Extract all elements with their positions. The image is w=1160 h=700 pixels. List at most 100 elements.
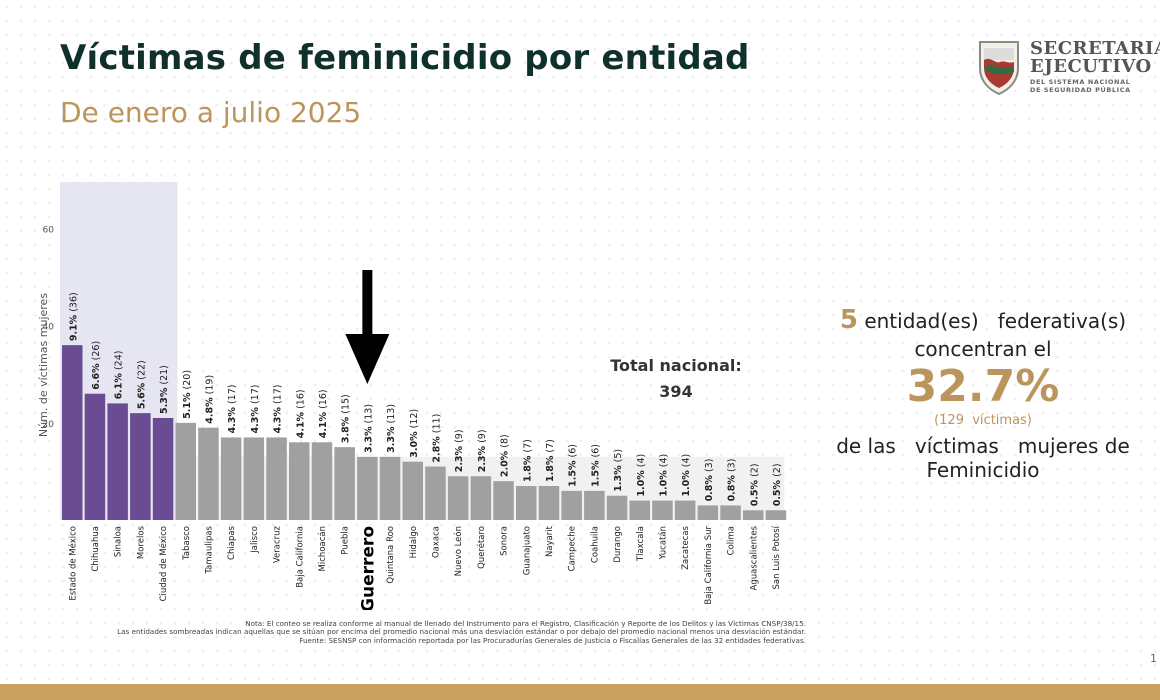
- data-label: 1.8% (7): [545, 439, 556, 482]
- y-tick-label: 40: [43, 323, 55, 333]
- x-tick-label: Guerrero: [358, 526, 378, 610]
- bar: [652, 500, 673, 520]
- bar: [629, 500, 650, 520]
- data-label: 0.8% (3): [704, 459, 715, 502]
- x-tick-label: Sonora: [500, 526, 510, 556]
- y-tick-label: 60: [43, 226, 55, 236]
- data-label: 2.3% (9): [477, 429, 488, 472]
- x-tick-label: Nuevo León: [453, 526, 464, 576]
- data-label: 4.8% (19): [204, 375, 215, 424]
- bar: [289, 442, 310, 520]
- data-label: 3.8% (15): [341, 394, 352, 443]
- summary-line2: concentran el: [914, 337, 1052, 361]
- data-label: 1.5% (6): [590, 444, 601, 487]
- bar: [425, 466, 446, 520]
- bar: [175, 422, 196, 520]
- total-value: 394: [659, 382, 693, 401]
- logo-text-line3: DEL SISTEMA NACIONAL: [1030, 78, 1131, 86]
- bar: [674, 500, 696, 520]
- footnotes: Nota: El conteo se realiza conforme al m…: [40, 619, 806, 645]
- x-tick-label: Michoacán: [318, 526, 328, 571]
- x-tick-label: Guanajuato: [522, 526, 532, 575]
- x-tick-label: Ciudad de México: [158, 526, 169, 601]
- arrow-shaft: [362, 270, 373, 336]
- data-label: 4.3% (17): [273, 385, 284, 434]
- bar: [62, 345, 83, 520]
- bar: [220, 437, 242, 520]
- x-tick-label: Zacatecas: [681, 525, 691, 569]
- bar: [720, 505, 741, 520]
- data-label: 5.6% (22): [136, 360, 147, 409]
- bar: [743, 510, 764, 520]
- data-label: 3.3% (13): [386, 404, 397, 453]
- data-label: 0.5% (2): [749, 463, 760, 506]
- data-label: 3.3% (13): [363, 404, 374, 453]
- data-label: 3.0% (12): [409, 409, 420, 458]
- bar: [606, 495, 628, 520]
- dotted-background: [0, 0, 1160, 684]
- data-label: 6.1% (24): [114, 351, 125, 400]
- bar: [379, 456, 401, 520]
- feminicide-bar-chart: 20 40 60 Núm. de víctimas mujeres 9.1% (36) E…: [37, 182, 787, 610]
- x-tick-label: San Luis Potosí: [772, 525, 782, 589]
- data-label: 0.8% (3): [727, 459, 738, 502]
- x-tick-label: Campeche: [568, 526, 578, 571]
- page-number: 1: [1150, 652, 1157, 665]
- data-label: 5.1% (20): [182, 370, 193, 419]
- data-label: 1.5% (6): [568, 444, 579, 487]
- x-tick-label: Tlaxcala: [636, 526, 646, 562]
- footnote-1: Nota: El conteo se realiza conforme al m…: [245, 619, 806, 628]
- bar: [357, 456, 378, 520]
- x-tick-label: Chihuahua: [91, 526, 101, 572]
- data-label: 2.8% (11): [431, 414, 442, 463]
- bar: [107, 403, 128, 520]
- x-tick-label: Morelos: [136, 525, 146, 559]
- x-tick-label: Querétaro: [476, 526, 487, 569]
- summary-victims: (129 víctimas): [934, 413, 1032, 428]
- x-tick-label: Durango: [613, 526, 623, 563]
- page-subtitle: De enero a julio 2025: [60, 96, 362, 129]
- x-tick-label: Quintana Roo: [386, 526, 396, 584]
- shield-emblem-icon: [979, 41, 1019, 96]
- x-tick-label: Veracruz: [273, 525, 283, 563]
- summary-entities-text: entidad(es) federativa(s): [864, 309, 1127, 333]
- data-label: 1.0% (4): [681, 454, 692, 497]
- logo-text-line4: DE SEGURIDAD PÚBLICA: [1030, 86, 1131, 94]
- x-tick-label: Baja California Sur: [704, 525, 714, 604]
- x-tick-label: Coahuila: [590, 526, 600, 563]
- arrow-down-icon: [345, 334, 390, 384]
- data-label: 2.3% (9): [454, 429, 465, 472]
- x-tick-label: Jalisco: [250, 526, 260, 554]
- x-tick-label: Tabasco: [182, 526, 192, 561]
- data-label: 1.3% (5): [613, 449, 624, 492]
- x-tick-label: Baja California: [295, 526, 305, 588]
- x-tick-label: Chiapas: [227, 525, 237, 559]
- total-label: Total nacional:: [610, 356, 742, 375]
- summary-count: 5: [839, 305, 858, 335]
- logo: SECRETARIA EJECUTIVO DEL SISTEMA NACIONA…: [976, 38, 1160, 98]
- data-label: 6.6% (26): [91, 341, 102, 390]
- y-tick-label: 20: [43, 420, 55, 430]
- summary-line1: 5 entidad(es) federativa(s): [818, 305, 1148, 335]
- bar: [334, 447, 355, 520]
- logo-text-sistema: DEL SISTEMA NACIONAL DE SEGURIDAD PÚBLIC…: [1030, 78, 1131, 94]
- x-tick-label: Oaxaca: [431, 526, 441, 558]
- bar: [697, 505, 719, 520]
- data-label: 4.3% (17): [250, 385, 261, 434]
- summary-line4: Feminicidio: [926, 458, 1040, 482]
- data-label: 4.3% (17): [227, 385, 238, 434]
- data-label: 4.1% (16): [318, 389, 329, 438]
- summary-box: 5 entidad(es) federativa(s) concentran e…: [818, 305, 1148, 482]
- bar: [84, 393, 106, 520]
- x-tick-label: Sinaloa: [114, 526, 124, 557]
- data-label: 1.8% (7): [522, 439, 533, 482]
- bar: [561, 490, 582, 520]
- x-tick-label: Estado de México: [67, 526, 78, 601]
- x-tick-label: Yucatán: [658, 526, 668, 560]
- bar: [516, 486, 537, 520]
- data-label: 0.5% (2): [772, 463, 783, 506]
- page-title: Víctimas de feminicidio por entidad: [60, 38, 750, 78]
- bar: [493, 481, 514, 520]
- summary-line3: de las víctimas mujeres de: [836, 434, 1130, 458]
- data-label: 1.0% (4): [658, 454, 669, 497]
